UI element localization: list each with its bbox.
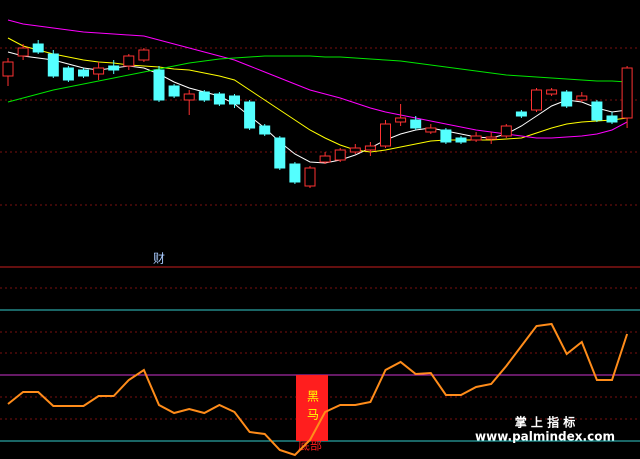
candle-body [561,91,573,107]
candle-body [531,89,542,111]
moving-average-line [7,19,628,139]
candle-body [62,67,74,81]
candle-body [289,163,301,183]
watermark-url: www.palmindex.com [475,430,615,444]
candle-body [364,145,376,151]
candle-body [410,119,422,129]
candle-body [576,95,588,101]
moving-average-line [7,55,628,103]
candle-body [123,55,135,67]
candle-body [213,93,225,105]
candle-body [440,129,452,143]
candle-body [621,67,633,119]
candle-body [229,95,240,105]
candle-body [500,125,512,137]
candle-body [591,101,603,121]
signal-label: 黑马 [306,390,320,426]
candle-body [349,147,361,153]
candle-body [274,137,286,169]
candle-body [78,69,89,77]
candle-body [334,149,346,161]
signal-note: 底部 [298,438,322,453]
candle-body [244,101,256,129]
candle-body [425,127,437,133]
candle-body [259,125,271,135]
candle-body [304,167,316,187]
candle-body [515,111,527,117]
signal-box [296,375,328,441]
candle-body [606,115,618,123]
candle-body [138,49,150,61]
candle-body [455,137,467,143]
candle-body [47,53,59,77]
candle-body [2,61,14,77]
watermark-title: 掌 上 指 标 [515,415,576,430]
candle-body [380,123,391,147]
candle-body [153,69,165,101]
candle-body [108,65,120,71]
candle-body [319,155,331,163]
candle-body [93,67,105,75]
candle-body [32,43,44,53]
candle-body [546,89,558,95]
candle-body [198,91,210,101]
moving-average-line [7,37,628,153]
indicator-line [7,322,629,457]
candle-body [470,135,482,141]
candle-body [485,136,497,140]
candle-body [395,117,407,123]
candle-body [17,47,29,57]
candle-body [183,93,195,101]
annotation: 财 [153,252,165,266]
candle-body [168,85,180,97]
